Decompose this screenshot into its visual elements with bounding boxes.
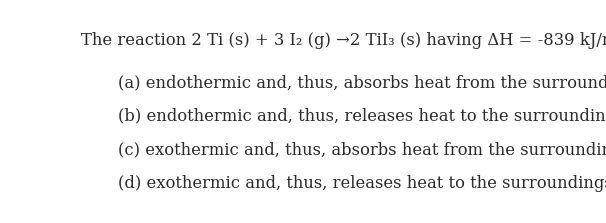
Text: (c) exothermic and, thus, absorbs heat from the surroundings.: (c) exothermic and, thus, absorbs heat f… <box>118 142 606 159</box>
Text: The reaction 2 Ti (s) + 3 I₂ (g) →2 TiI₃ (s) having ΔH = -839 kJ/mol is:: The reaction 2 Ti (s) + 3 I₂ (g) →2 TiI₃… <box>81 32 606 49</box>
Text: (a) endothermic and, thus, absorbs heat from the surroundings.: (a) endothermic and, thus, absorbs heat … <box>118 75 606 92</box>
Text: (b) endothermic and, thus, releases heat to the surroundings.: (b) endothermic and, thus, releases heat… <box>118 108 606 125</box>
Text: (d) exothermic and, thus, releases heat to the surroundings.: (d) exothermic and, thus, releases heat … <box>118 175 606 192</box>
